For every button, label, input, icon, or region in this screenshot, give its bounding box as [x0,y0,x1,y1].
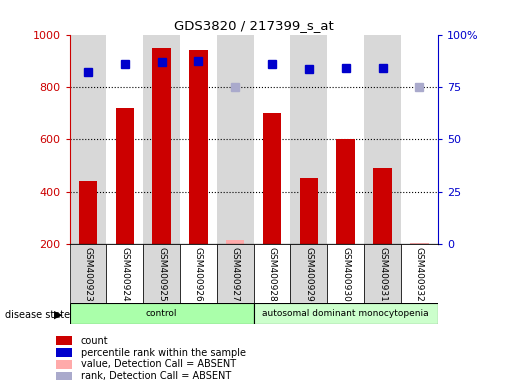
Bar [70,303,253,324]
Bar [401,35,438,244]
Bar [328,244,364,303]
Text: percentile rank within the sample: percentile rank within the sample [81,348,246,358]
Bar [56,372,72,381]
Text: value, Detection Call = ABSENT: value, Detection Call = ABSENT [81,359,236,369]
Bar [290,35,328,244]
Text: count: count [81,336,109,346]
Bar [217,244,254,303]
Bar [373,168,392,244]
Bar [56,348,72,357]
Bar [79,181,97,244]
Bar [143,244,180,303]
Bar [143,35,180,244]
Text: disease state: disease state [5,310,70,320]
Text: GSM400931: GSM400931 [378,247,387,302]
Title: GDS3820 / 217399_s_at: GDS3820 / 217399_s_at [174,19,334,32]
Bar [226,240,245,244]
Bar [115,108,134,244]
Bar [70,35,107,244]
Bar [290,244,328,303]
Bar [253,244,290,303]
Text: GSM400928: GSM400928 [268,247,277,301]
Bar [336,139,355,244]
Bar [410,243,428,244]
Text: rank, Detection Call = ABSENT: rank, Detection Call = ABSENT [81,371,231,381]
Text: GSM400925: GSM400925 [157,247,166,301]
Text: GSM400930: GSM400930 [341,247,350,302]
Bar [328,35,364,244]
Bar [253,35,290,244]
Bar [56,360,72,369]
Bar [152,48,171,244]
Bar [106,35,143,244]
Bar [364,244,401,303]
Bar [253,303,438,324]
Bar [189,50,208,244]
Bar [70,244,107,303]
Text: GSM400924: GSM400924 [121,247,129,301]
Text: GSM400923: GSM400923 [83,247,92,301]
Text: ▶: ▶ [54,310,63,320]
Text: GSM400929: GSM400929 [304,247,313,301]
Bar [300,179,318,244]
Bar [106,244,143,303]
Bar [180,244,217,303]
Bar [364,35,401,244]
Bar [180,35,217,244]
Bar [401,244,438,303]
Text: GSM400927: GSM400927 [231,247,239,301]
Text: autosomal dominant monocytopenia: autosomal dominant monocytopenia [262,310,429,318]
Text: control: control [146,310,177,318]
Bar [263,113,281,244]
Text: GSM400932: GSM400932 [415,247,424,301]
Text: GSM400926: GSM400926 [194,247,203,301]
Bar [56,336,72,345]
Bar [217,35,254,244]
